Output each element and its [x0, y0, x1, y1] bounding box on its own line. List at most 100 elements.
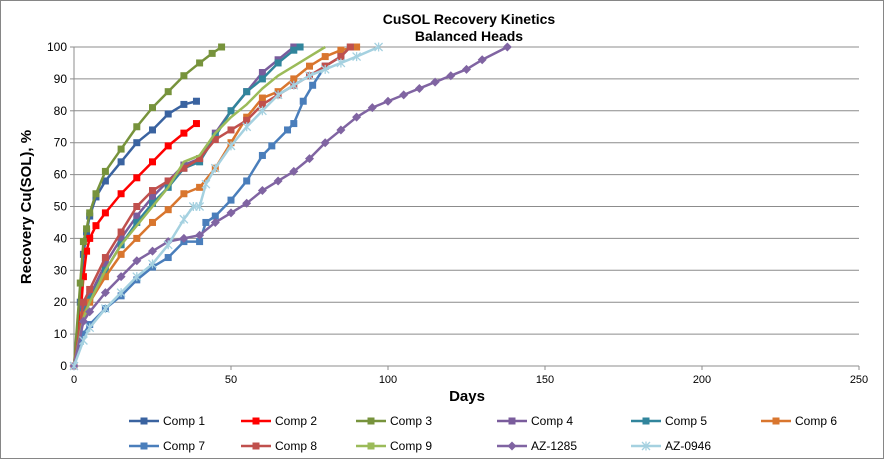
data-point: [78, 316, 88, 326]
data-point: [299, 97, 307, 105]
x-tick-label: 0: [71, 374, 77, 386]
data-point: [446, 71, 456, 81]
data-point: [164, 206, 172, 214]
data-point: [85, 323, 95, 333]
data-point: [101, 167, 109, 175]
data-point: [218, 43, 226, 51]
data-point: [258, 69, 266, 77]
legend-item: Comp 4: [497, 414, 573, 428]
data-point: [117, 145, 125, 153]
data-point: [258, 75, 266, 83]
data-point: [149, 218, 156, 226]
series-az-0946: [69, 42, 384, 371]
legend: Comp 1 Comp 2 Comp 3 Comp 4 Comp 5 Comp 6 Comp…: [129, 414, 837, 453]
data-point: [242, 198, 252, 208]
data-point: [274, 59, 282, 67]
data-point: [79, 330, 87, 338]
y-tick-label: 30: [54, 263, 68, 277]
data-point: [243, 88, 251, 96]
data-point: [117, 234, 125, 242]
data-point: [211, 212, 219, 220]
data-point: [227, 196, 235, 204]
x-tick-label: 100: [379, 374, 397, 386]
series-line: [72, 45, 326, 367]
data-point: [227, 107, 235, 115]
legend-marker: [641, 441, 651, 451]
legend-item: Comp 2: [241, 414, 317, 428]
x-tick-label: 50: [225, 374, 237, 386]
data-point: [179, 214, 189, 224]
legend-label: Comp 4: [531, 414, 573, 428]
data-point: [132, 256, 142, 266]
data-point: [86, 209, 94, 217]
data-point: [367, 103, 377, 113]
data-point: [243, 177, 251, 185]
data-point: [321, 53, 329, 61]
data-point: [346, 43, 354, 51]
data-point: [92, 190, 100, 198]
legend-item: Comp 7: [129, 439, 205, 453]
data-point: [180, 164, 188, 172]
y-tick-label: 20: [54, 295, 68, 309]
legend-marker: [507, 441, 517, 451]
data-point: [257, 106, 267, 116]
legend-label: Comp 6: [795, 414, 837, 428]
data-point: [116, 272, 126, 282]
data-point: [148, 259, 157, 269]
data-point: [196, 155, 204, 163]
data-point: [320, 138, 330, 148]
data-point: [149, 126, 156, 134]
data-point: [86, 285, 94, 293]
data-point: [192, 97, 200, 105]
legend-marker: [252, 442, 260, 450]
data-point: [149, 187, 156, 195]
data-point: [477, 55, 487, 65]
legend-marker: [140, 417, 148, 425]
data-point: [337, 53, 345, 61]
legend-label: AZ-1285: [531, 439, 577, 453]
data-point: [430, 77, 440, 87]
legend-marker: [642, 417, 650, 425]
data-point: [85, 307, 95, 317]
data-point: [320, 64, 330, 74]
data-point: [210, 163, 220, 173]
data-point: [352, 52, 362, 62]
legend-item: AZ-1285: [497, 439, 577, 453]
data-point: [164, 88, 172, 96]
data-point: [243, 116, 251, 124]
data-point: [208, 49, 216, 57]
y-tick-label: 10: [54, 327, 68, 341]
data-point: [305, 71, 314, 81]
data-point: [79, 273, 87, 281]
data-point: [296, 43, 304, 51]
legend-label: Comp 7: [163, 439, 205, 453]
data-point: [133, 139, 141, 147]
data-point: [290, 46, 298, 54]
legend-marker: [772, 417, 780, 425]
data-point: [202, 218, 210, 226]
legend-item: Comp 5: [631, 414, 707, 428]
data-point: [92, 222, 100, 230]
data-point: [133, 234, 141, 242]
y-axis-label: Recovery Cu(SOL), %: [18, 130, 35, 284]
y-tick-label: 70: [54, 136, 68, 150]
legend-label: Comp 2: [275, 414, 317, 428]
series-comp-9: [72, 45, 326, 367]
data-point: [414, 83, 424, 93]
data-point: [290, 120, 298, 128]
data-point: [117, 190, 125, 198]
data-point: [180, 72, 188, 80]
data-point: [76, 279, 84, 287]
data-point: [242, 122, 252, 132]
data-point: [149, 193, 156, 201]
data-point: [180, 100, 188, 108]
data-point: [352, 112, 362, 122]
data-point: [180, 190, 188, 198]
data-point: [353, 43, 361, 51]
data-point: [227, 126, 235, 134]
legend-item: Comp 1: [129, 414, 205, 428]
legend-label: AZ-0946: [665, 439, 711, 453]
data-point: [164, 254, 172, 262]
data-point: [383, 96, 393, 106]
